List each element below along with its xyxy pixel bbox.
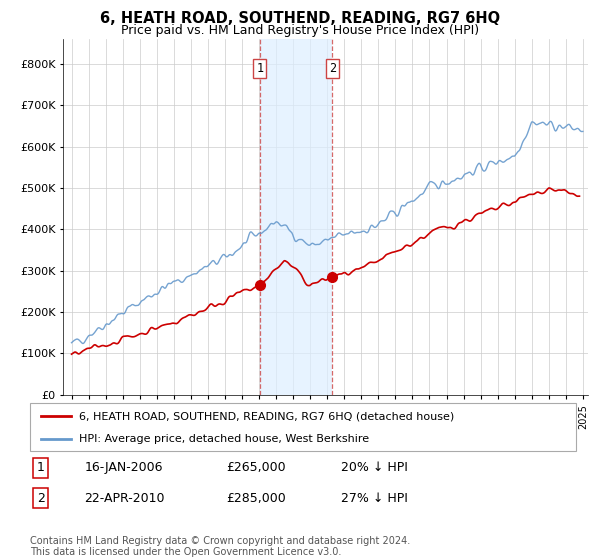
Text: £265,000: £265,000 — [227, 461, 286, 474]
Bar — [260, 39, 332, 395]
FancyBboxPatch shape — [30, 403, 576, 451]
Text: Price paid vs. HM Land Registry's House Price Index (HPI): Price paid vs. HM Land Registry's House … — [121, 24, 479, 37]
Text: 27% ↓ HPI: 27% ↓ HPI — [341, 492, 408, 505]
Text: 16-JAN-2006: 16-JAN-2006 — [85, 461, 163, 474]
Text: 22-APR-2010: 22-APR-2010 — [85, 492, 165, 505]
Text: HPI: Average price, detached house, West Berkshire: HPI: Average price, detached house, West… — [79, 434, 369, 444]
Text: 1: 1 — [256, 62, 263, 74]
Text: Contains HM Land Registry data © Crown copyright and database right 2024.
This d: Contains HM Land Registry data © Crown c… — [30, 535, 410, 557]
Text: 6, HEATH ROAD, SOUTHEND, READING, RG7 6HQ: 6, HEATH ROAD, SOUTHEND, READING, RG7 6H… — [100, 11, 500, 26]
Text: 1: 1 — [37, 461, 45, 474]
Text: 20% ↓ HPI: 20% ↓ HPI — [341, 461, 408, 474]
Text: 6, HEATH ROAD, SOUTHEND, READING, RG7 6HQ (detached house): 6, HEATH ROAD, SOUTHEND, READING, RG7 6H… — [79, 411, 454, 421]
Text: 2: 2 — [329, 62, 336, 74]
Text: £285,000: £285,000 — [227, 492, 286, 505]
Text: 2: 2 — [37, 492, 45, 505]
